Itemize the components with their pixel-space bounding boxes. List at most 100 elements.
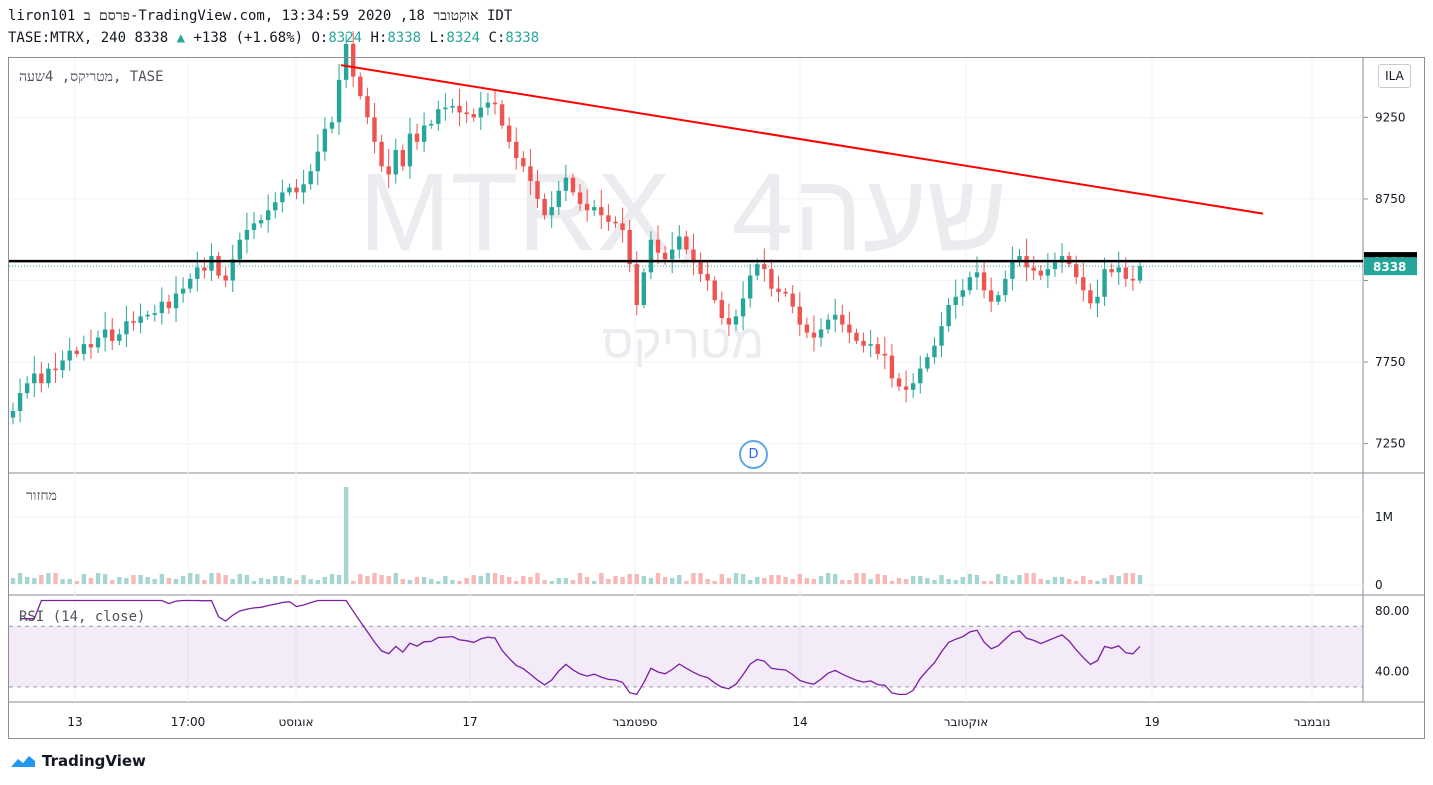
volume-bar xyxy=(1059,577,1065,584)
candle-body xyxy=(273,202,278,211)
volume-bar xyxy=(379,575,384,584)
axes: 13 17:00 אוגוסט 17 ספטמבר 14 אוקטובר 19 נובמבר 72… xyxy=(67,110,1409,729)
volume-bar xyxy=(230,579,235,584)
watermark-symbol: MTRX, 4שעה xyxy=(359,151,1007,274)
volume-bar xyxy=(549,581,554,584)
candle-body xyxy=(1130,278,1136,281)
currency-button[interactable]: ILA xyxy=(1378,64,1411,88)
candle-body xyxy=(436,109,441,124)
volume-bar xyxy=(1109,575,1114,584)
x-tick-label: אוקטובר xyxy=(944,715,989,729)
candle-body xyxy=(17,393,23,412)
volume-bar xyxy=(450,580,455,584)
candle-body xyxy=(747,275,753,299)
candle-body xyxy=(414,133,420,142)
volume-bar xyxy=(1074,581,1079,584)
footer-brand[interactable]: TradingView xyxy=(10,752,146,770)
volume-bar xyxy=(521,576,526,584)
candle-body xyxy=(400,149,406,167)
candle-body xyxy=(386,166,391,175)
volume-bar xyxy=(329,574,335,584)
candle-body xyxy=(372,117,377,142)
volume-bar xyxy=(563,578,569,584)
candle-body xyxy=(287,187,292,193)
volume-bar xyxy=(358,574,363,584)
trendline xyxy=(340,64,1264,215)
candle-body xyxy=(1003,278,1008,296)
candle-body xyxy=(145,314,150,317)
candle-body xyxy=(875,344,880,354)
y-tick-label: 7250 xyxy=(1375,437,1406,451)
volume-bar xyxy=(910,576,916,584)
volume-bar xyxy=(740,574,746,584)
candle-body xyxy=(428,123,434,126)
candle-body xyxy=(478,107,484,118)
volume-bar xyxy=(953,580,958,584)
x-tick-label: נובמבר xyxy=(1294,715,1331,729)
candle-body xyxy=(896,378,902,387)
candle-body xyxy=(301,184,306,193)
y-tick-label: 7750 xyxy=(1375,355,1406,369)
volume-bar xyxy=(492,573,498,584)
candle-body xyxy=(889,355,895,379)
volume-bar xyxy=(627,574,632,584)
candle-body xyxy=(868,344,873,346)
volume-bar xyxy=(641,576,647,584)
volume-bar xyxy=(145,577,150,584)
candle-body xyxy=(53,368,58,371)
volume-bar xyxy=(351,581,356,584)
volume-bar xyxy=(152,579,157,584)
volume-bar xyxy=(939,575,944,584)
low-label: L: xyxy=(429,30,447,46)
volume-bar xyxy=(1102,578,1107,584)
candle-body xyxy=(684,236,689,250)
volume-bar xyxy=(974,575,980,584)
volume-bar xyxy=(840,580,845,584)
candle-body xyxy=(457,105,462,113)
candle-body xyxy=(485,102,491,108)
candle-body xyxy=(95,337,101,348)
candle-body xyxy=(783,291,788,294)
candle-body xyxy=(705,273,710,281)
candle-body xyxy=(599,207,604,216)
rsi-line xyxy=(20,599,1141,696)
volume-bar xyxy=(244,575,250,584)
candle-body xyxy=(634,264,639,305)
candle-body xyxy=(974,272,980,278)
candle-body xyxy=(925,357,930,369)
volume-bar xyxy=(428,579,434,584)
candle-body xyxy=(195,267,200,279)
dividend-marker[interactable]: D xyxy=(739,440,768,469)
volume-bar xyxy=(669,578,675,584)
volume-bar xyxy=(946,579,951,584)
rsi-legend: RSI (14, close) xyxy=(19,609,146,625)
candle-body xyxy=(910,383,916,390)
candle-body xyxy=(804,324,810,333)
volume-bar xyxy=(287,578,292,584)
candle-body xyxy=(1095,296,1100,304)
volume-bar xyxy=(280,576,285,584)
candle-body xyxy=(209,256,214,271)
symbol-info: TASE:MTRX, 240 8338 ▲ +138 (+1.68%) O: 83… xyxy=(8,30,539,46)
candle-body xyxy=(464,112,469,115)
y-tick-label: 8750 xyxy=(1375,192,1406,206)
volume-bar xyxy=(1045,580,1051,584)
candle-body xyxy=(1088,290,1093,304)
candle-body xyxy=(521,158,526,167)
volume-bar xyxy=(308,579,313,584)
candle-body xyxy=(39,373,44,384)
candle-body xyxy=(166,301,172,309)
candle-body xyxy=(173,293,179,309)
volume-legend: מחזור xyxy=(26,488,57,504)
volume-bar xyxy=(1116,576,1121,584)
volume-bar xyxy=(506,577,512,584)
candle-body xyxy=(811,332,817,338)
open-label: O: xyxy=(311,30,329,46)
volume-bar xyxy=(407,580,413,584)
volume-bar xyxy=(1130,573,1136,584)
volume-bar xyxy=(712,581,717,584)
candle-body xyxy=(556,190,561,208)
candle-body xyxy=(939,326,944,346)
volume-bar xyxy=(889,581,895,584)
